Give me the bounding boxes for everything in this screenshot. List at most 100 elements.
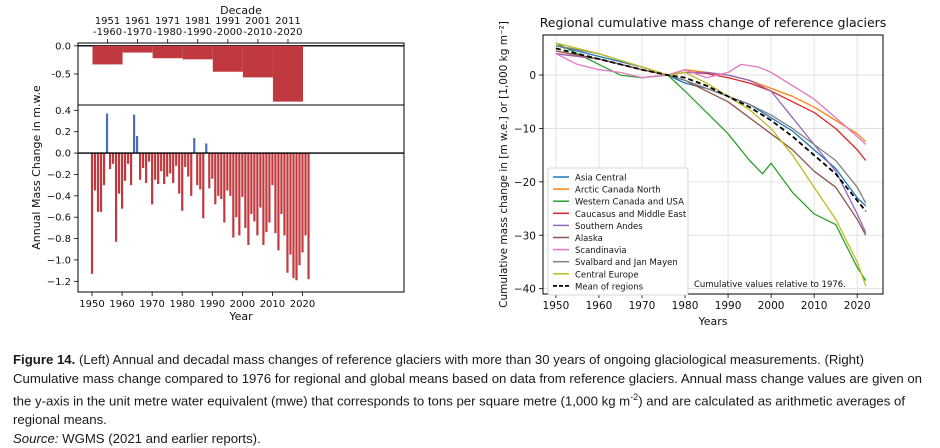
annual-bar xyxy=(283,153,286,236)
annual-x-tick-label: 1960 xyxy=(109,299,134,310)
annual-bar xyxy=(196,153,199,186)
decade-tick-label: 1971 xyxy=(155,16,180,27)
annual-bar xyxy=(102,153,106,186)
annual-bar xyxy=(277,153,280,251)
annual-bar xyxy=(223,153,226,223)
figure-area: Decade 1951 -1960 1961 -1970 1971 -1980 1981 -19… xyxy=(30,4,886,328)
legend-entry: Caucasus and Middle East xyxy=(575,210,687,220)
annual-bar xyxy=(250,153,253,214)
annual-bar xyxy=(90,153,94,274)
decade-tick-label: -1990 xyxy=(183,27,212,38)
annual-frame xyxy=(77,104,405,293)
decade-tick-label: 2001 xyxy=(245,16,270,27)
caption-source-text: WGMS (2021 and earlier reports). xyxy=(58,430,261,446)
annual-bar xyxy=(253,153,256,222)
annual-bar xyxy=(120,153,124,209)
annual-y-tick-label: −0.4 xyxy=(47,191,71,202)
cumulative-x-tick-label: 2000 xyxy=(758,300,785,312)
annual-bar xyxy=(163,153,166,185)
annual-bar xyxy=(307,153,310,280)
legend-box xyxy=(547,167,689,296)
annual-bar xyxy=(295,153,298,281)
annual-bar xyxy=(111,153,115,164)
annual-bar xyxy=(241,153,244,197)
cumulative-y-tick-label: −30 xyxy=(514,230,536,242)
legend-entry: Southern Andes xyxy=(575,222,643,232)
annual-bar xyxy=(129,153,133,186)
annual-x-tick-label: 1990 xyxy=(200,299,225,310)
annual-bar xyxy=(235,153,238,218)
decade-tick-label: -1980 xyxy=(153,27,182,38)
annual-bar xyxy=(298,153,301,266)
legend-entry: Asia Central xyxy=(575,174,626,184)
annual-bar xyxy=(199,153,202,190)
annual-x-tick-label: 1970 xyxy=(139,299,164,310)
annual-x-tick-label: 1980 xyxy=(169,299,194,310)
decade-tick-label: 1991 xyxy=(215,16,240,27)
annual-bar xyxy=(229,153,232,196)
cumulative-y-tick-label: −20 xyxy=(514,177,536,189)
annual-bar xyxy=(166,153,169,177)
annual-chart: 0.4 0.2 0.0 −0.2 −0.4 −0.6 −0.8 −1.0 −1.2 1950 196… xyxy=(30,85,405,323)
legend-entry: Svalbard and Jan Mayen xyxy=(575,258,678,268)
annual-y-tick-label: −0.2 xyxy=(47,170,71,181)
cumulative-x-tick-label: 1980 xyxy=(672,300,699,312)
annual-bar xyxy=(193,138,196,154)
annual-bar xyxy=(157,153,160,185)
annual-y-tick-label: −0.6 xyxy=(47,213,71,224)
annual-bar xyxy=(187,153,190,177)
annual-bar xyxy=(181,153,184,211)
annual-bar xyxy=(271,153,274,186)
annual-bar xyxy=(148,153,151,162)
annual-bar xyxy=(172,153,175,184)
annual-bar xyxy=(142,153,145,169)
annual-bar xyxy=(232,153,235,238)
annual-bar xyxy=(226,153,229,191)
annual-bar xyxy=(280,153,283,214)
annual-y-tick-label: 0.0 xyxy=(55,149,71,160)
legend-entry: Arctic Canada North xyxy=(575,186,661,196)
legend-entry: Alaska xyxy=(575,234,603,244)
annual-bar xyxy=(265,153,268,233)
decade-tick-label: -1960 xyxy=(93,27,122,38)
decadal-bar xyxy=(272,45,304,102)
caption-superscript: -2 xyxy=(630,392,639,403)
annual-bar xyxy=(217,153,220,196)
decade-tick-label: 1981 xyxy=(185,16,210,27)
decade-tick-label: -2010 xyxy=(243,27,272,38)
annual-x-tick-label: 1950 xyxy=(79,299,104,310)
decadal-chart: Decade 1951-19601961-19701971-19801981-19… xyxy=(51,4,405,106)
annual-bar xyxy=(108,153,112,170)
decadal-bar xyxy=(242,45,273,78)
decadal-bar xyxy=(122,45,153,53)
series-line xyxy=(555,42,867,287)
annual-y-tick-label: 0.2 xyxy=(55,127,71,138)
cumulative-x-axis-label: Years xyxy=(697,315,727,328)
annual-x-tick-label: 2000 xyxy=(230,299,255,310)
cumulative-x-tick-label: 2020 xyxy=(844,300,871,312)
annual-bar xyxy=(151,153,154,205)
annual-y-tick-label: 0.4 xyxy=(55,106,71,117)
annual-bar xyxy=(93,153,97,191)
decade-axis-label: Decade xyxy=(220,4,262,17)
cumulative-annotation: Cumulative values relative to 1976. xyxy=(694,280,846,290)
annual-y-axis-label: Annual Mass Change in m.w.e xyxy=(30,85,43,250)
series-line xyxy=(555,47,867,212)
annual-bar xyxy=(244,153,247,228)
annual-x-tick-label: 2020 xyxy=(290,299,315,310)
cumulative-y-tick-label: 0 xyxy=(529,70,536,82)
annual-bar xyxy=(286,153,289,273)
annual-bar xyxy=(136,135,139,154)
annual-bar xyxy=(145,153,148,184)
series-line xyxy=(555,50,867,236)
annual-bar xyxy=(139,153,142,180)
annual-bar xyxy=(154,153,157,180)
decade-tick-label: 1951 xyxy=(95,16,120,27)
caption-label: Figure 14. xyxy=(13,352,76,367)
annual-bar xyxy=(301,153,304,253)
annual-bar xyxy=(205,143,208,154)
annual-bar xyxy=(99,153,103,212)
legend-entry: Mean of regions xyxy=(575,282,644,292)
legend-entry: Western Canada and USA xyxy=(575,198,684,208)
decade-tick-label: 2011 xyxy=(275,16,300,27)
